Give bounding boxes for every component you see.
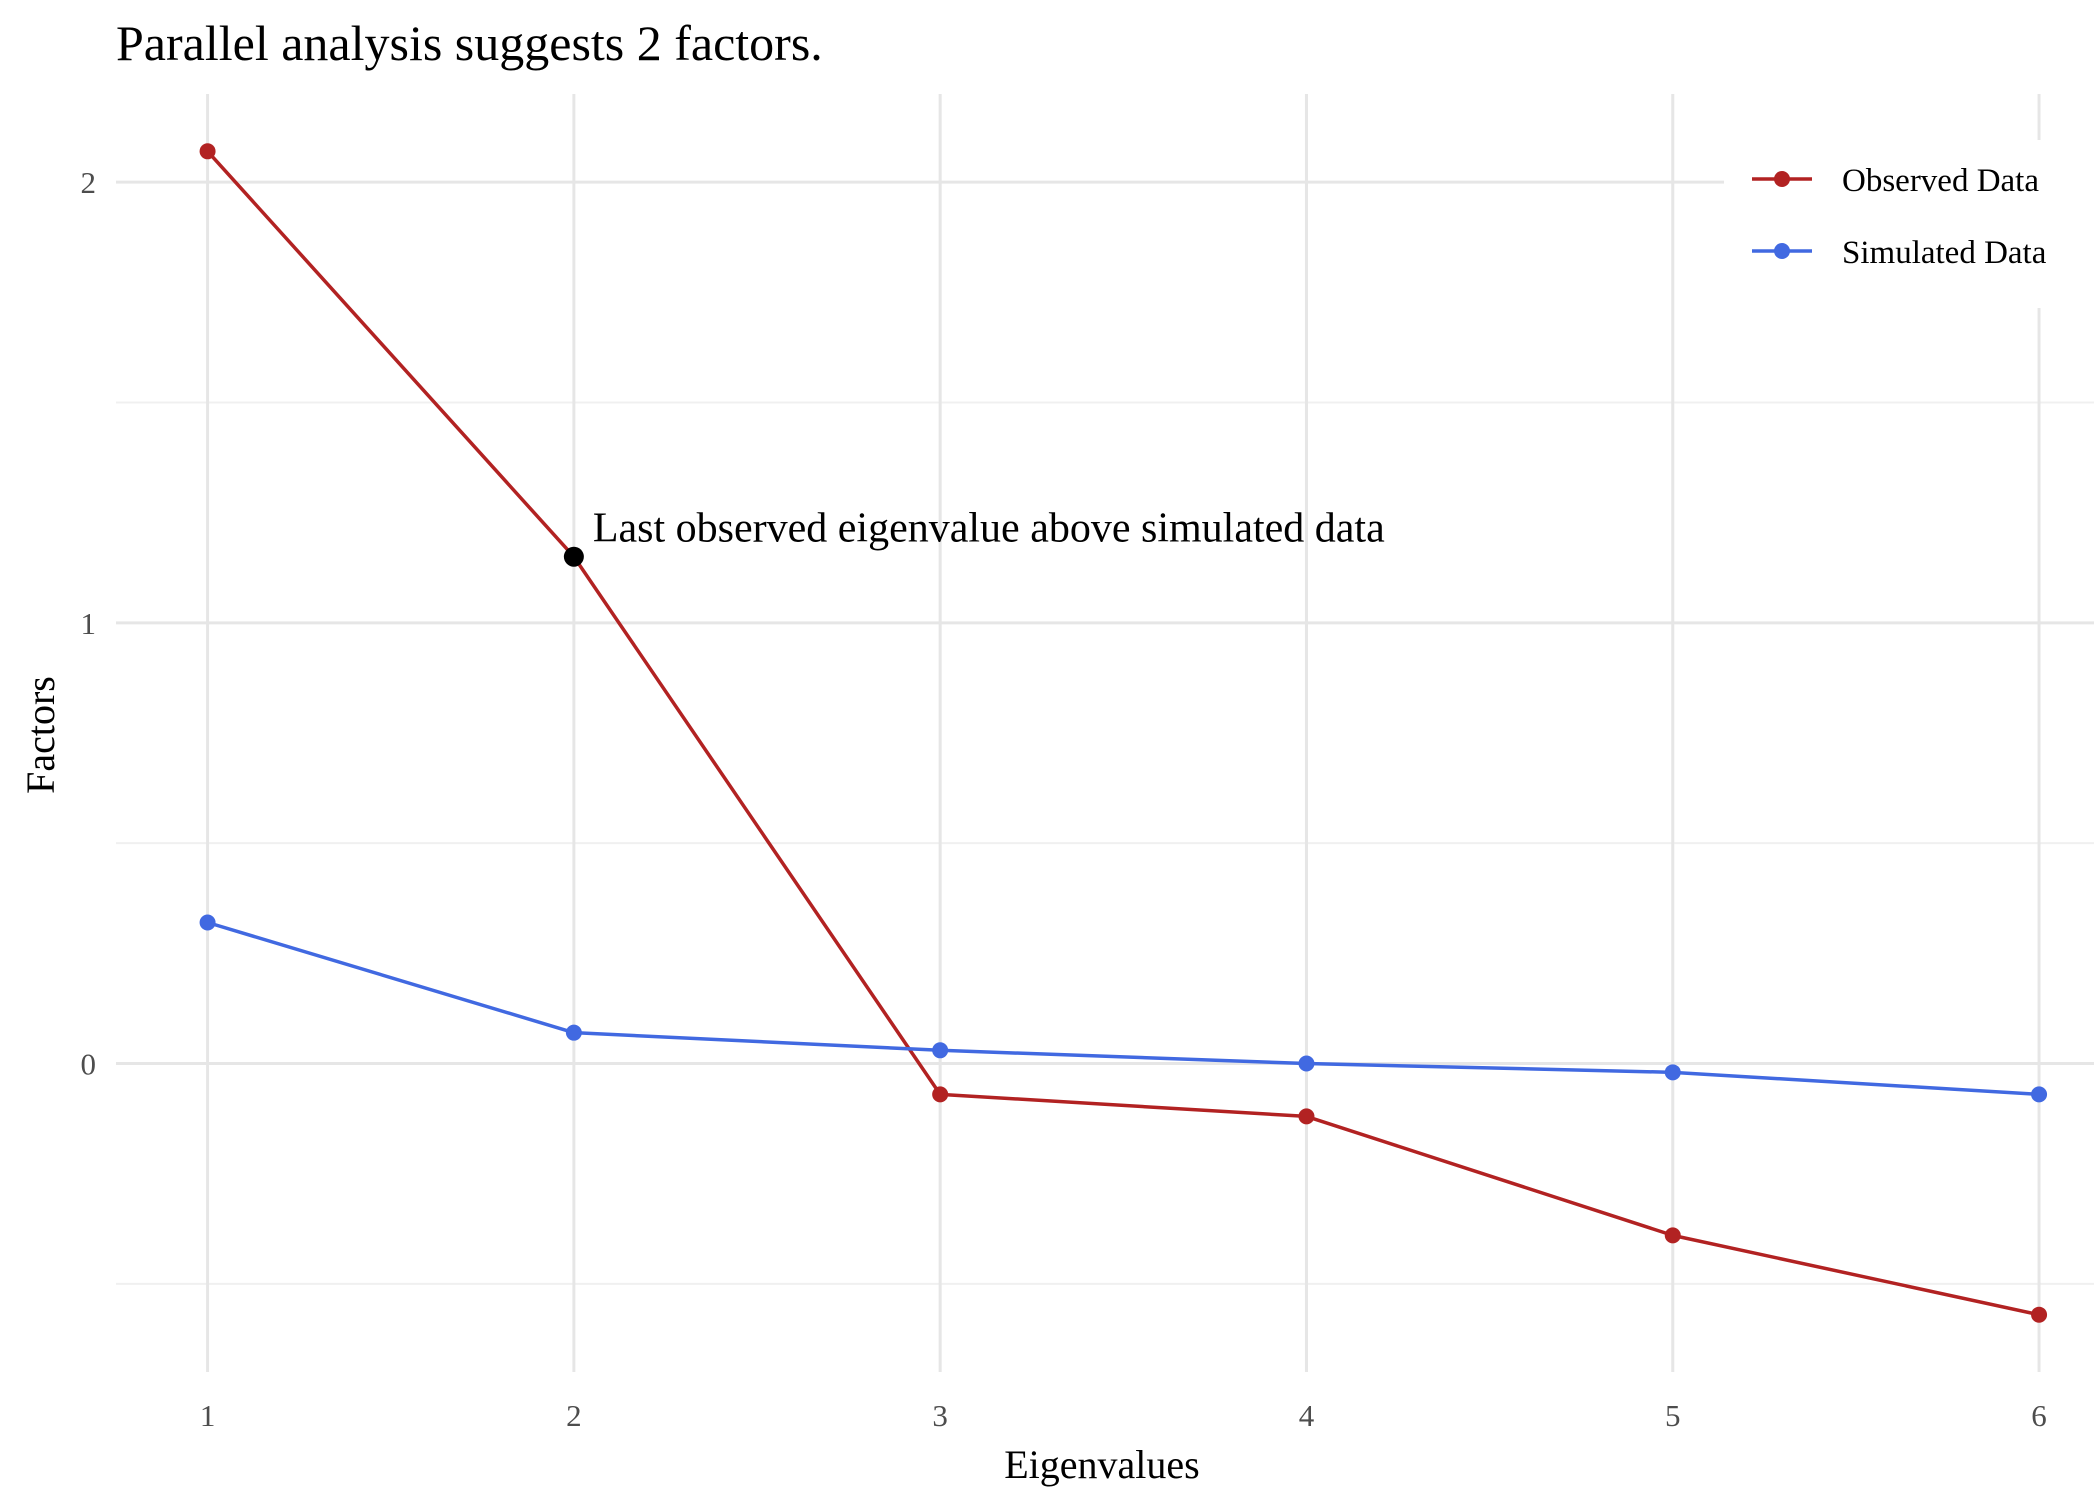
x-axis-title: Eigenvalues bbox=[1004, 1442, 1200, 1487]
y-tick-label: 1 bbox=[81, 606, 97, 641]
chart-title: Parallel analysis suggests 2 factors. bbox=[116, 15, 823, 71]
data-point-observed bbox=[1664, 1227, 1681, 1244]
x-tick-label: 6 bbox=[2031, 1398, 2047, 1433]
legend-label-observed: Observed Data bbox=[1842, 163, 2039, 199]
legend-item-observed: Observed Data bbox=[1752, 163, 2039, 199]
y-tick-labels: 0 1 2 bbox=[81, 165, 97, 1081]
x-tick-label: 1 bbox=[200, 1398, 216, 1433]
data-point-simulated bbox=[2031, 1086, 2048, 1103]
y-tick-label: 0 bbox=[81, 1047, 97, 1082]
series-line-simulated bbox=[207, 920, 2040, 1097]
series-line-observed bbox=[206, 150, 2040, 1317]
x-tick-label: 2 bbox=[566, 1398, 582, 1433]
data-point-observed bbox=[932, 1086, 949, 1103]
legend-label-simulated: Simulated Data bbox=[1842, 235, 2047, 271]
data-point-simulated bbox=[1664, 1064, 1681, 1081]
data-point-simulated bbox=[199, 914, 216, 931]
x-tick-label: 5 bbox=[1665, 1398, 1681, 1433]
annotation-text: Last observed eigenvalue above simulated… bbox=[593, 506, 1385, 552]
series-points bbox=[199, 143, 2048, 1323]
legend-marker-observed bbox=[1774, 171, 1790, 187]
data-point-simulated bbox=[565, 1024, 582, 1041]
series-lines bbox=[206, 150, 2040, 1317]
grid bbox=[116, 94, 2094, 1372]
data-point-simulated bbox=[932, 1042, 949, 1059]
annotation-point bbox=[563, 546, 584, 567]
y-axis-title: Factors bbox=[18, 676, 63, 794]
legend-background bbox=[1724, 140, 2094, 308]
annotation: Last observed eigenvalue above simulated… bbox=[563, 506, 1385, 567]
x-tick-label: 3 bbox=[932, 1398, 948, 1433]
data-point-observed bbox=[2031, 1306, 2048, 1323]
data-point-observed bbox=[1298, 1108, 1315, 1125]
data-point-observed bbox=[199, 143, 216, 160]
legend-item-simulated: Simulated Data bbox=[1752, 235, 2047, 271]
legend-marker-simulated bbox=[1774, 243, 1790, 259]
x-tick-labels: 1 2 3 4 5 6 bbox=[200, 1398, 2047, 1433]
y-tick-label: 2 bbox=[81, 165, 97, 200]
x-tick-label: 4 bbox=[1299, 1398, 1315, 1433]
legend: Observed Data Simulated Data bbox=[1724, 140, 2094, 308]
data-point-simulated bbox=[1298, 1055, 1315, 1072]
